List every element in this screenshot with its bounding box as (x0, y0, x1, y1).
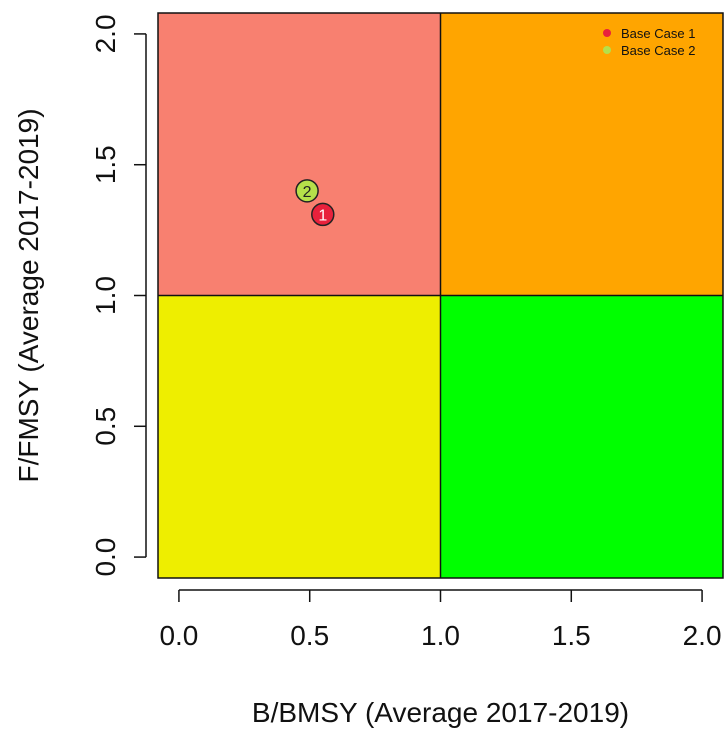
quadrant-overfished (158, 295, 441, 578)
x-tick-label: 0.5 (290, 620, 329, 651)
y-tick-label: 0.5 (90, 407, 121, 446)
y-tick-label: 0.0 (90, 538, 121, 577)
y-axis: 0.0 0.5 1.0 1.5 2.0 (90, 14, 147, 577)
x-tick-label: 2.0 (683, 620, 722, 651)
quadrant-overfished-overfishing (158, 13, 441, 296)
quadrant-sustainable (440, 295, 723, 578)
point-2 (295, 179, 319, 203)
legend-label-1: Base Case 1 (621, 26, 695, 41)
x-tick-label: 1.0 (421, 620, 460, 651)
x-tick-label: 1.5 (552, 620, 591, 651)
quadrant-layer (158, 13, 723, 578)
point-1 (311, 202, 335, 227)
legend-swatch-1 (603, 29, 611, 37)
quadrant-overfishing (440, 13, 723, 296)
x-axis-title: B/BMSY (Average 2017-2019) (252, 697, 629, 728)
y-tick-label: 2.0 (90, 14, 121, 53)
data-points: 12 (295, 179, 335, 227)
x-axis: 0.0 0.5 1.0 1.5 2.0 (159, 589, 722, 651)
y-tick-label: 1.0 (90, 276, 121, 315)
plot-frame (157, 12, 724, 579)
legend-swatch-2 (603, 46, 611, 54)
legend-label-2: Base Case 2 (621, 43, 695, 58)
x-tick-label: 0.0 (159, 620, 198, 651)
y-axis-title: F/FMSY (Average 2017-2019) (13, 108, 44, 482)
y-tick-label: 1.5 (90, 145, 121, 184)
reference-lines (158, 13, 723, 578)
legend: Base Case 1 Base Case 2 (603, 26, 695, 58)
point-label-2: 2 (303, 184, 312, 201)
point-label-1: 1 (318, 207, 327, 224)
